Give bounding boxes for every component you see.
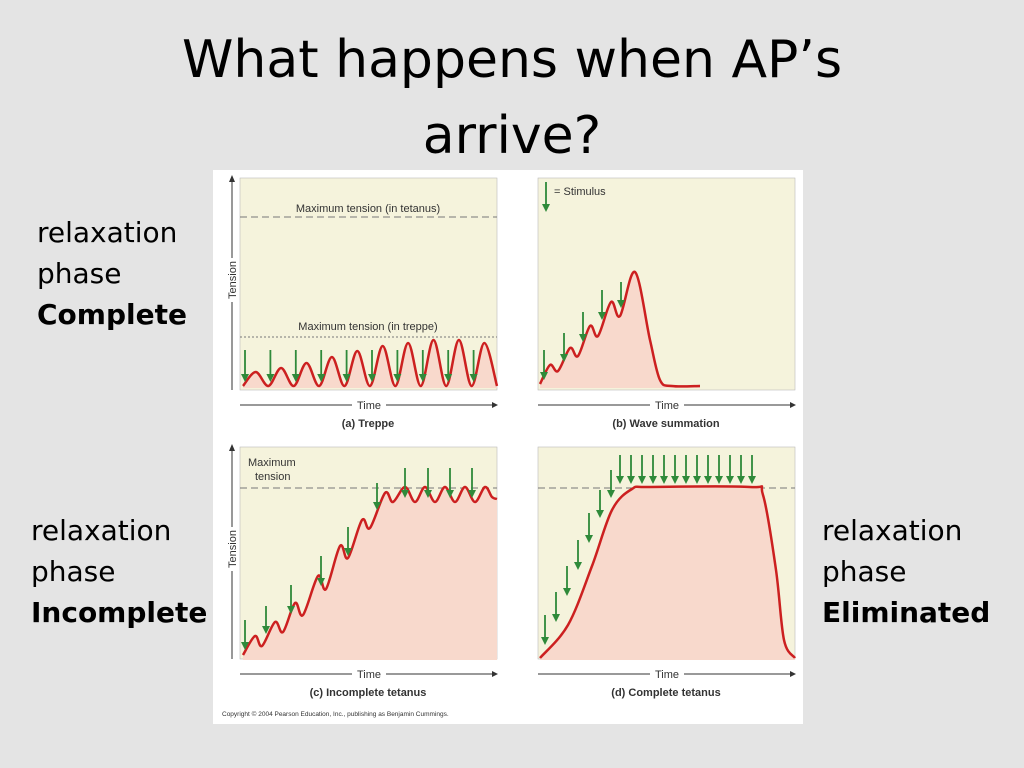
arrow-head	[563, 588, 571, 596]
axis-head	[492, 402, 498, 408]
annotation: Maximum tension (in treppe)	[298, 321, 437, 333]
arrow-head	[401, 490, 409, 498]
label-bg	[276, 202, 460, 215]
annotation: Maximum	[248, 457, 296, 469]
arrow-head	[393, 374, 402, 382]
copyright: Copyright © 2004 Pearson Education, Inc.…	[222, 710, 449, 718]
panel-caption: (b) Wave summation	[612, 418, 719, 430]
arrow-head	[598, 312, 606, 320]
arrow-head	[368, 374, 376, 382]
label-bg	[352, 668, 386, 680]
arrow-head	[638, 476, 646, 484]
label-line: relaxation	[31, 514, 172, 547]
arrow-head	[560, 354, 568, 362]
arrow-head	[468, 490, 476, 498]
arrow-head	[737, 476, 745, 484]
arrow-head	[542, 204, 550, 212]
arrow-head	[617, 300, 625, 308]
label-line: phase	[31, 555, 116, 588]
tension-fill	[243, 486, 497, 660]
arrow-head	[241, 374, 249, 382]
label-bg	[352, 399, 386, 411]
label-bg	[226, 527, 238, 571]
panel-caption: (c) Incomplete tetanus	[310, 687, 427, 699]
axis-head	[790, 671, 796, 677]
arrow-head	[627, 476, 635, 484]
arrow-head	[266, 374, 275, 382]
y-axis-label: Tension	[227, 530, 239, 568]
x-axis-label: Time	[357, 400, 381, 412]
panel-caption: (a) Treppe	[342, 418, 395, 430]
annotation: tension	[255, 471, 290, 483]
axis-head	[790, 402, 796, 408]
tension-fill	[540, 486, 795, 660]
arrow-head	[317, 374, 326, 382]
label-line: relaxation	[37, 216, 178, 249]
arrow-head	[596, 510, 604, 518]
arrow-head	[585, 535, 593, 543]
arrow-head	[344, 548, 352, 556]
label-line: phase	[37, 257, 122, 290]
tension-curve	[539, 485, 797, 659]
arrow-head	[317, 578, 325, 586]
arrow-head	[540, 372, 548, 380]
arrow-head	[693, 476, 701, 484]
label-emphasis: Incomplete	[31, 596, 208, 629]
tension-curve	[241, 485, 498, 656]
side-label: relaxation phase Complete	[37, 212, 187, 335]
arrow-head	[541, 637, 549, 645]
arrow-head	[262, 626, 270, 634]
arrow-head	[373, 502, 381, 510]
axis-head	[229, 175, 235, 182]
arrow-head	[607, 490, 615, 498]
arrow-head	[748, 476, 756, 484]
arrow-head	[446, 490, 454, 498]
arrow-head	[291, 374, 300, 382]
label-bg	[650, 668, 684, 680]
arrow-head	[579, 334, 587, 342]
tension-fill	[540, 271, 700, 388]
arrow-head	[574, 562, 582, 570]
annotation: Maximum tension (in tetanus)	[296, 203, 440, 215]
label-bg	[226, 258, 238, 302]
label-line: relaxation	[822, 514, 963, 547]
tension-curve	[242, 338, 499, 388]
arrow-head	[418, 374, 427, 382]
x-axis-label: Time	[655, 400, 679, 412]
x-axis-label: Time	[357, 669, 381, 681]
arrow-head	[444, 374, 453, 382]
tension-fill	[243, 340, 497, 388]
arrow-head	[552, 614, 560, 622]
axis-head	[492, 671, 498, 677]
label-emphasis: Eliminated	[822, 596, 991, 629]
arrow-head	[682, 476, 690, 484]
arrow-head	[424, 490, 432, 498]
arrow-head	[342, 374, 351, 382]
panel-caption: (d) Complete tetanus	[611, 687, 720, 699]
label-bg	[650, 399, 684, 411]
axis-head	[229, 444, 235, 451]
label-line: phase	[822, 555, 907, 588]
legend-label: = Stimulus	[554, 186, 606, 198]
arrow-head	[469, 374, 478, 382]
arrow-head	[704, 476, 712, 484]
arrow-head	[726, 476, 734, 484]
arrow-head	[287, 606, 295, 614]
y-axis-label: Tension	[227, 261, 239, 299]
arrow-head	[616, 476, 624, 484]
side-label: relaxation phase Eliminated	[822, 510, 990, 633]
arrow-head	[671, 476, 679, 484]
tension-curve	[538, 270, 701, 388]
arrow-head	[715, 476, 723, 484]
arrow-head	[241, 642, 249, 650]
x-axis-label: Time	[655, 669, 679, 681]
arrow-head	[660, 476, 668, 484]
arrow-head	[649, 476, 657, 484]
label-emphasis: Complete	[37, 298, 187, 331]
side-label: relaxation phase Incomplete	[31, 510, 207, 633]
slide-title: What happens when AP’s arrive?	[181, 30, 843, 166]
